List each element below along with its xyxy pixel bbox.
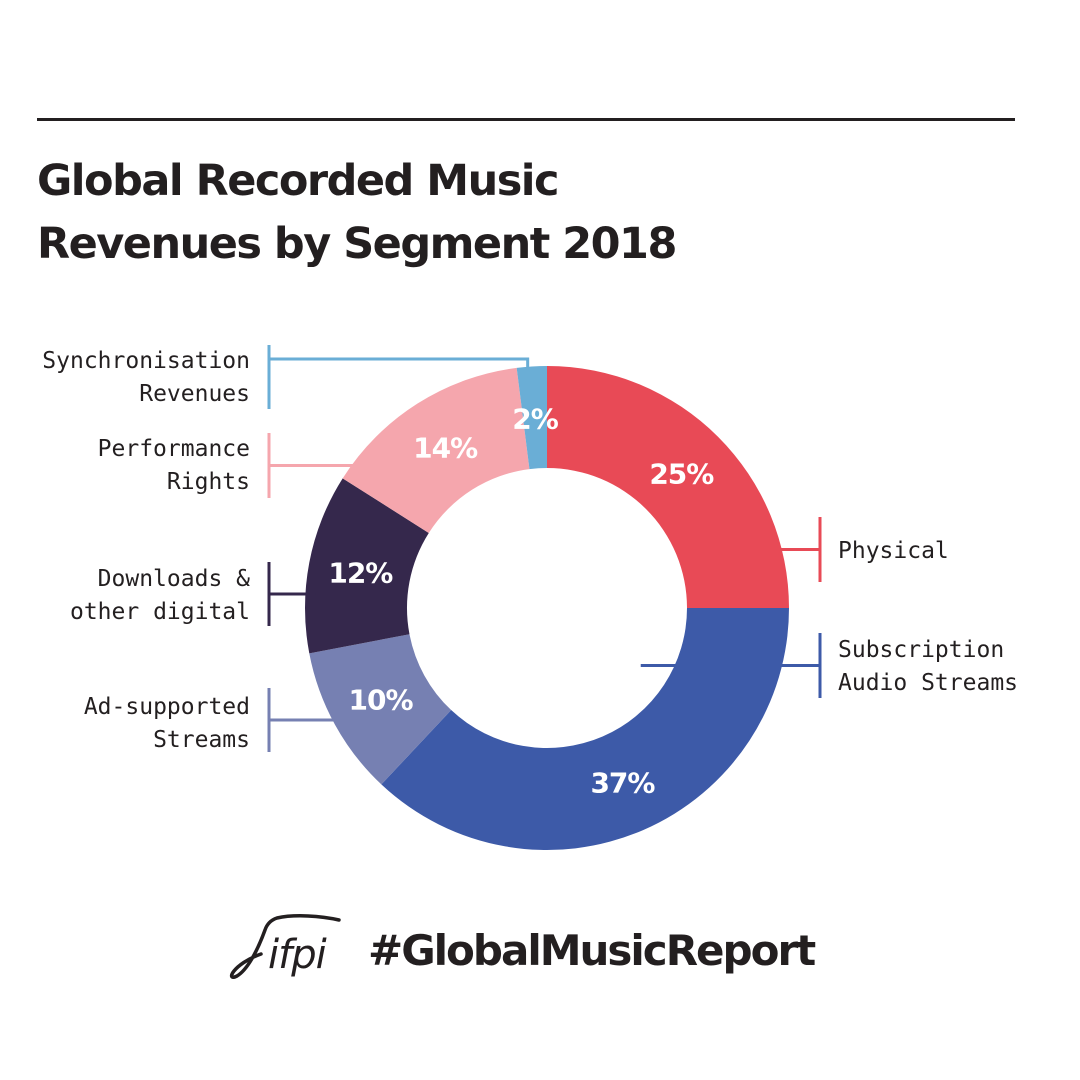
- donut-slice: [305, 478, 429, 654]
- slice-value-label: 12%: [328, 556, 393, 589]
- slice-value-label: 14%: [413, 432, 478, 465]
- ifpi-logo-icon: [230, 914, 341, 979]
- slice-value-label: 2%: [512, 402, 558, 435]
- chart-title-line-2: Revenues by Segment 2018: [37, 219, 677, 269]
- chart-title-line-1: Global Recorded Music: [37, 156, 560, 206]
- slice-value-label: 37%: [590, 766, 655, 799]
- leader-line: [269, 357, 530, 371]
- slice-category-label: Ad-supported Streams: [84, 694, 250, 753]
- slice-category-label: Synchronisation Revenues: [42, 348, 250, 407]
- slice-category-label: Performance Rights: [98, 436, 250, 495]
- donut-slice: [381, 608, 789, 850]
- hashtag: #GlobalMusicReport: [368, 926, 816, 975]
- top-rule: [37, 118, 1015, 121]
- slice-category-label: Downloads & other digital: [70, 566, 250, 625]
- ifpi-logo-text: ifpi: [268, 932, 327, 978]
- slice-category-label: Subscription Audio Streams: [838, 637, 1018, 696]
- donut-slice: [309, 634, 452, 785]
- slice-category-label: Physical: [838, 538, 949, 564]
- donut-slice: [516, 366, 547, 470]
- slice-value-label: 25%: [649, 458, 714, 491]
- donut-slice: [342, 367, 530, 533]
- slice-value-label: 10%: [348, 684, 413, 717]
- footer: ifpi #GlobalMusicReport: [0, 912, 1080, 992]
- chart-title: Global Recorded Music Revenues by Segmen…: [37, 150, 677, 276]
- donut-slice: [547, 366, 789, 608]
